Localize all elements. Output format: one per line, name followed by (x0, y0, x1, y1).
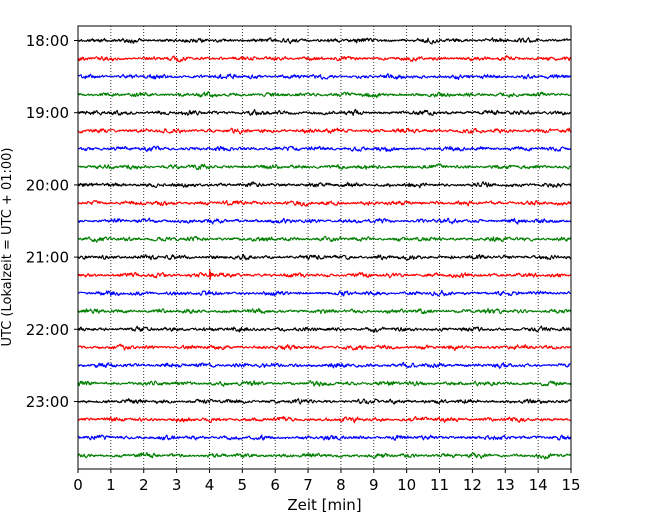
x-tick-label: 9 (369, 476, 379, 494)
y-tick-label: 22:00 (26, 321, 69, 339)
y-tick-label: 23:00 (26, 393, 69, 411)
trace-2000 (77, 181, 572, 189)
trace-1830 (77, 73, 572, 81)
trace-2100 (77, 253, 572, 261)
x-tick-label: 14 (529, 476, 548, 494)
trace-2345 (77, 452, 572, 460)
trace-1815 (77, 55, 572, 63)
x-tick-label: 5 (238, 476, 248, 494)
x-tick-label: 1 (106, 476, 116, 494)
trace-2030 (77, 217, 572, 225)
x-tick-label: 6 (270, 476, 280, 494)
x-tick-label: 11 (430, 476, 449, 494)
trace-1915 (77, 127, 572, 135)
plot-background (78, 26, 571, 469)
x-tick-label: 10 (397, 476, 416, 494)
trace-2130 (77, 289, 572, 297)
trace-1900 (77, 108, 572, 116)
trace-2115 (77, 269, 572, 281)
vertical-gridlines (110, 26, 539, 469)
trace-2230 (77, 361, 572, 369)
y-axis-ticks: 18:00 19:00 20:00 21:00 22:00 23:00 (26, 32, 78, 411)
x-tick-label: 0 (73, 476, 83, 494)
x-axis-ticks: 0 1 2 3 4 5 6 7 8 9 10 11 12 13 14 15 (73, 469, 581, 494)
y-axis-label: UTC (Lokalzeit = UTC + 01:00) (0, 148, 15, 347)
trace-2145 (77, 307, 572, 315)
trace-2015 (77, 199, 572, 207)
x-tick-label: 13 (496, 476, 515, 494)
trace-2315 (77, 415, 572, 424)
trace-2045 (77, 235, 572, 243)
plot-frame (77, 25, 572, 470)
seismogram-traces (77, 37, 572, 460)
x-tick-label: 12 (463, 476, 482, 494)
trace-2215 (77, 343, 572, 352)
x-tick-label: 7 (303, 476, 313, 494)
trace-2330 (77, 434, 572, 441)
trace-2300 (77, 398, 572, 405)
trace-1930 (77, 145, 572, 153)
trace-2245 (77, 380, 572, 387)
x-tick-label: 2 (139, 476, 149, 494)
x-axis-label: Zeit [min] (287, 496, 361, 514)
y-tick-label: 20:00 (26, 176, 69, 194)
y-tick-label: 19:00 (26, 104, 69, 122)
x-tick-label: 3 (172, 476, 182, 494)
trace-1945 (77, 163, 572, 171)
y-tick-label: 21:00 (26, 249, 69, 267)
x-tick-label: 4 (205, 476, 215, 494)
x-tick-label: 15 (561, 476, 580, 494)
y-tick-label: 18:00 (26, 32, 69, 50)
x-tick-label: 8 (336, 476, 346, 494)
trace-1845 (77, 91, 572, 99)
trace-2200 (77, 325, 572, 333)
trace-1800 (77, 37, 572, 45)
